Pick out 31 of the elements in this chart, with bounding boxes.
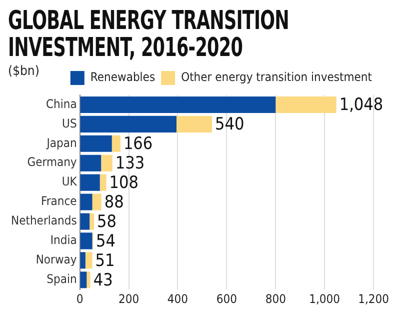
total-label: 540 [214,114,244,135]
chart-subtitle: ($bn) [8,64,40,79]
total-label: 166 [123,134,153,154]
x-tick-label: 200 [118,292,140,306]
total-label: 43 [93,270,113,290]
y-tick-label: US [62,116,77,130]
total-label: 58 [97,212,116,232]
y-tick-label: Norway [36,252,78,267]
total-label: 51 [95,250,115,271]
total-label: 1,048 [339,95,384,116]
x-tick-label: 800 [265,292,286,306]
total-label: 54 [96,231,116,252]
y-tick-label: France [41,194,78,208]
x-tick-label: 400 [167,292,188,306]
total-label: 88 [104,192,124,212]
legend-label: Other energy transition investment [181,70,372,84]
x-tick-label: 1,200 [358,292,390,306]
legend-label: Renewables [90,70,156,84]
y-tick-label: Spain [46,272,77,286]
y-tick-label: Japan [46,136,77,150]
total-label: 133 [115,154,145,174]
y-tick-label: India [50,233,77,248]
y-tick-label: UK [62,174,78,189]
total-label: 108 [109,172,138,193]
y-tick-label: Netherlands [11,214,78,228]
y-tick-label: China [46,96,77,111]
x-tick-label: 1,000 [309,292,340,306]
x-tick-label: 0 [76,292,84,306]
y-tick-label: Germany [27,155,78,170]
x-tick-label: 600 [216,292,238,306]
chart-title: GLOBAL ENERGY TRANSITION INVESTMENT, 2016-2020 [8,6,290,63]
